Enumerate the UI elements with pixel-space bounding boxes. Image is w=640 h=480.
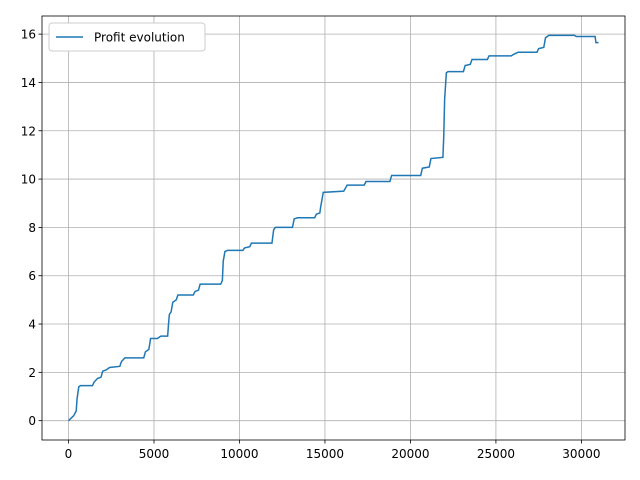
legend-box [48,22,206,52]
y-tick-label: 12 [21,124,36,138]
y-tick-label: 16 [21,28,36,42]
y-tick-label: 0 [28,414,36,428]
legend-label: Profit evolution [94,31,185,45]
y-tick-label: 10 [21,173,36,187]
y-tick-label: 6 [28,269,36,283]
x-tick-label: 10000 [220,447,258,461]
y-tick-label: 4 [28,318,36,332]
x-tick-label: 5000 [139,447,170,461]
x-tick-label: 25000 [477,447,515,461]
x-tick-label: 0 [65,447,73,461]
plot-frame [41,15,626,441]
y-tick-label: 2 [28,366,36,380]
x-tick-label: 20000 [391,447,429,461]
x-tick-label: 30000 [562,447,600,461]
x-tick-label: 15000 [306,447,344,461]
line-series [67,34,599,422]
y-tick-label: 8 [28,221,36,235]
y-tick-label: 14 [21,76,36,90]
